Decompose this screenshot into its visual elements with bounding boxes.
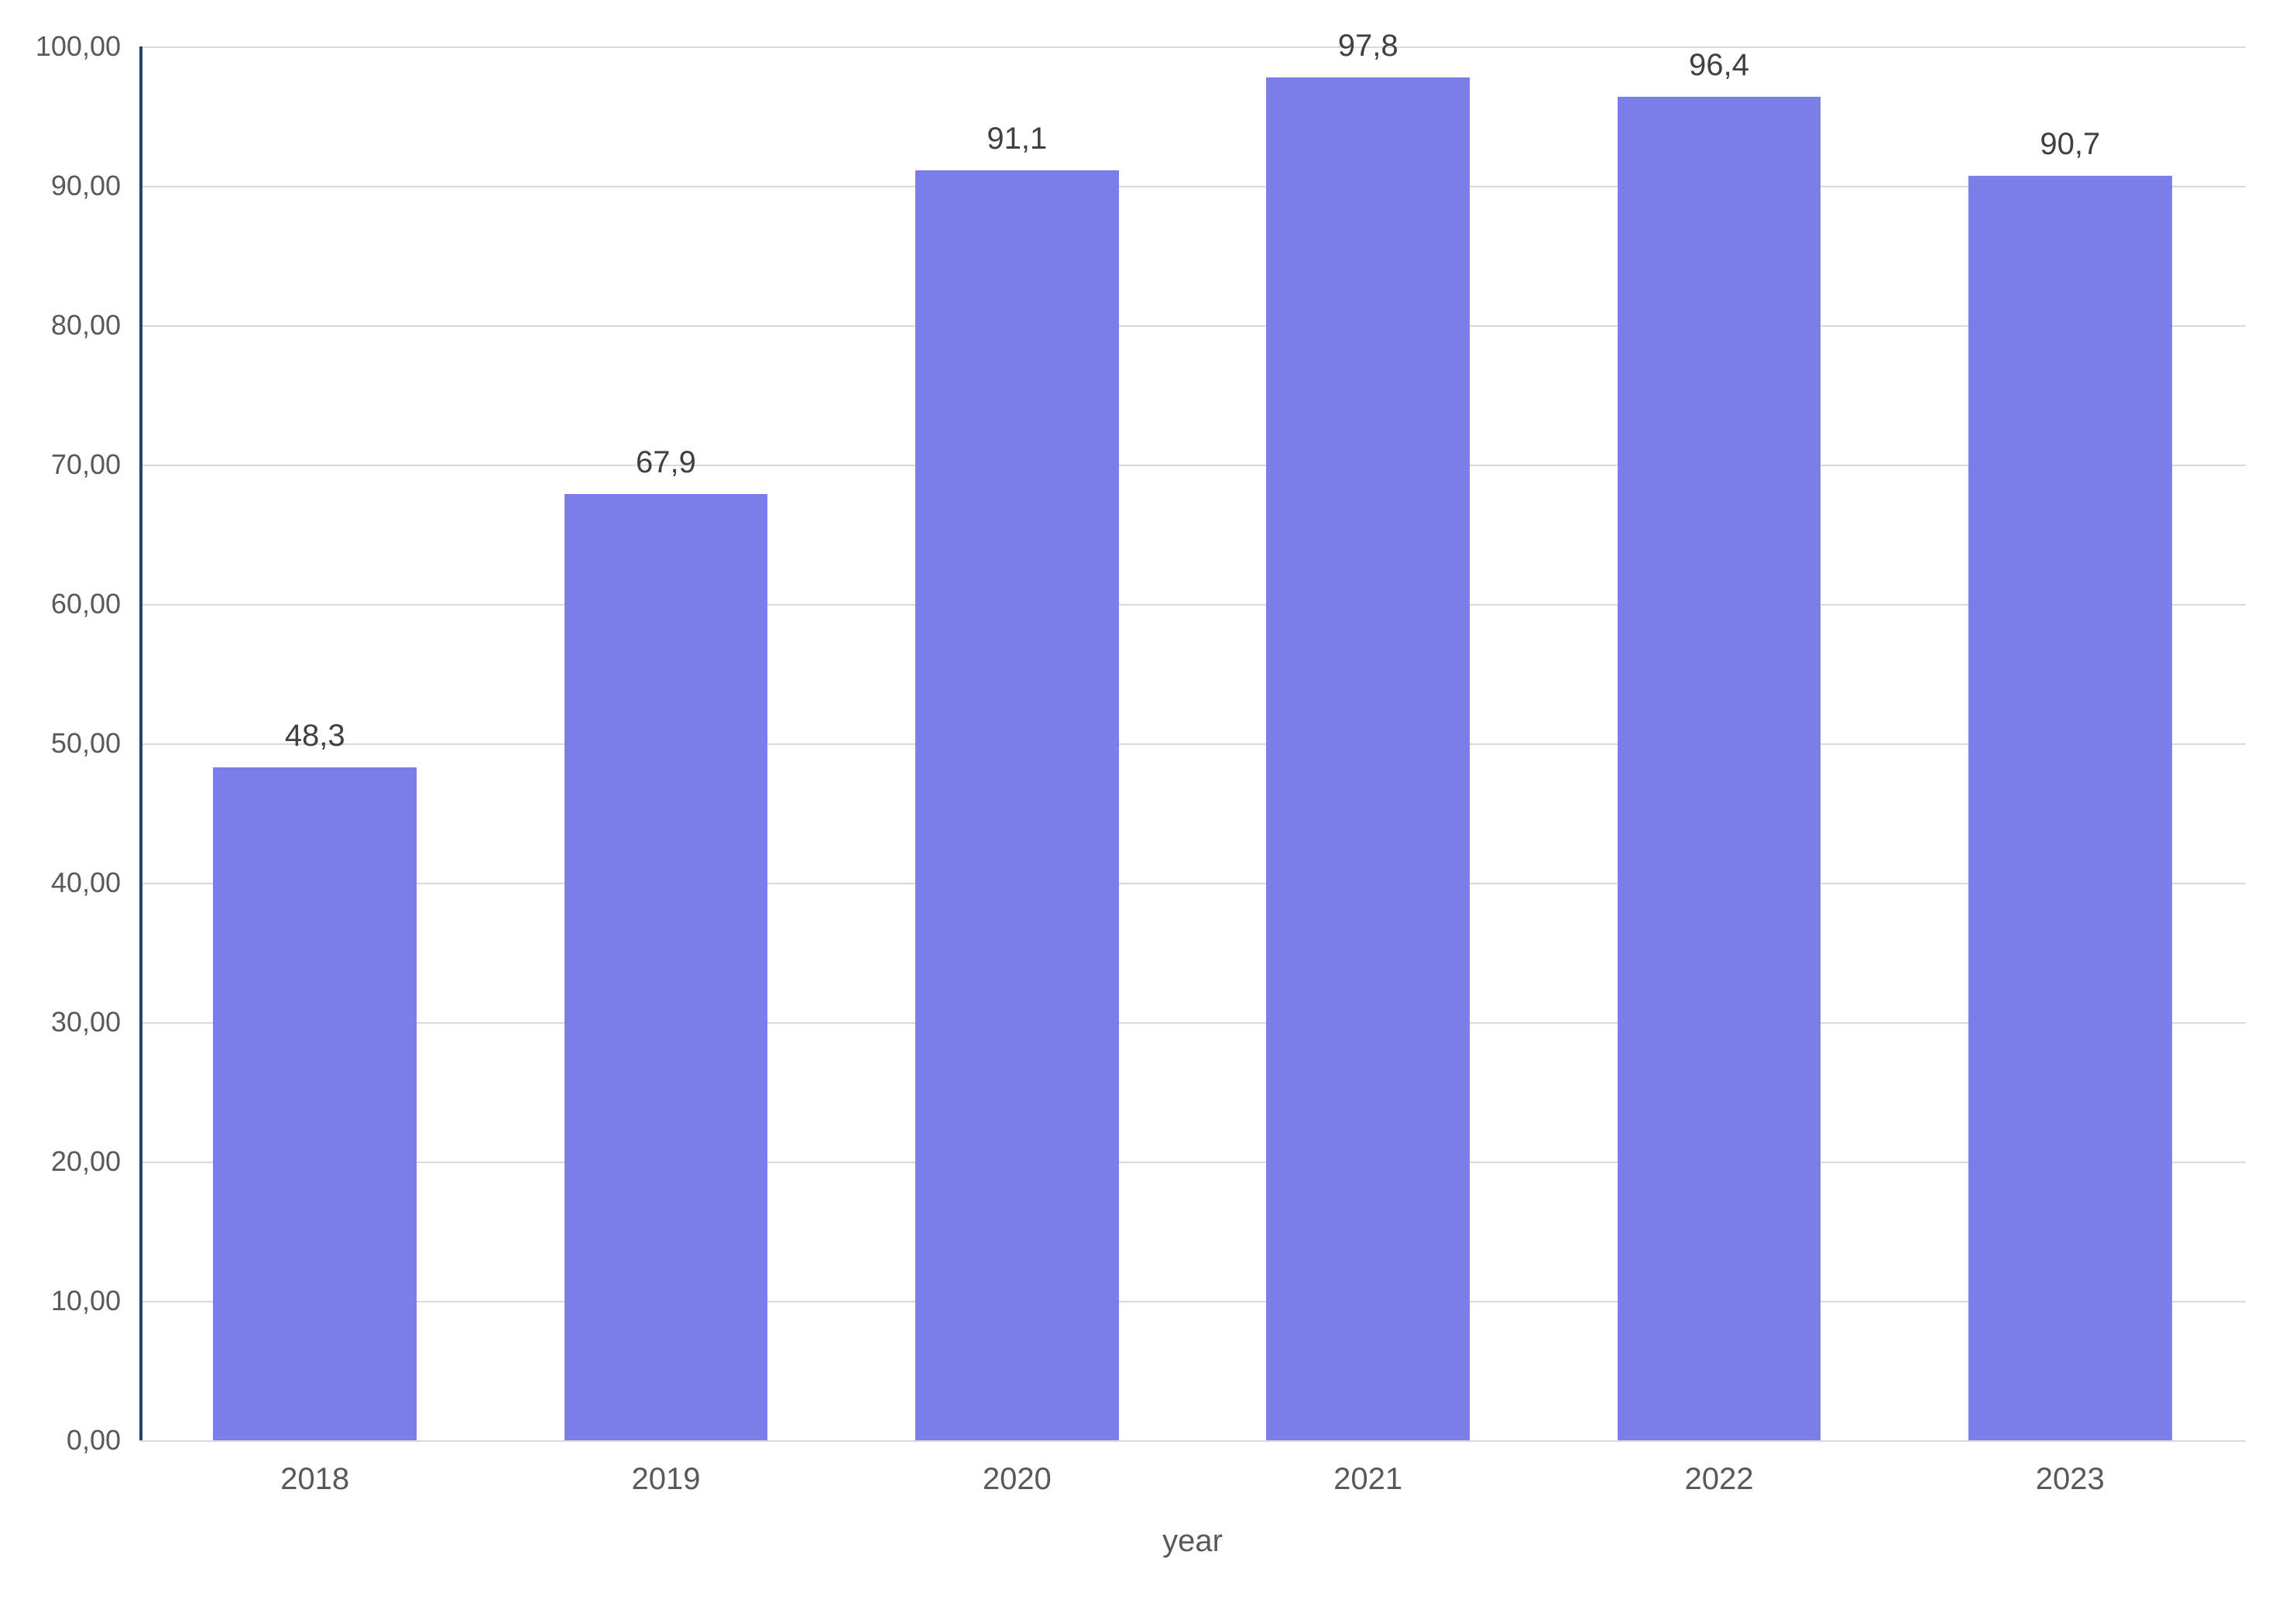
x-tick-label: 2018 xyxy=(280,1462,349,1497)
y-tick-label: 10,00 xyxy=(0,1285,121,1317)
y-tick-label: 60,00 xyxy=(0,588,121,620)
bar-slot: 91,12020 xyxy=(842,46,1193,1440)
x-tick-label: 2020 xyxy=(983,1462,1052,1497)
bar: 97,8 xyxy=(1266,77,1470,1440)
bar: 67,9 xyxy=(565,494,768,1440)
x-axis-title: year xyxy=(139,1524,2246,1559)
bar-value-label: 90,7 xyxy=(2040,127,2100,162)
bar-slot: 90,72023 xyxy=(1895,46,2246,1440)
bar-value-label: 48,3 xyxy=(285,719,345,753)
y-tick-label: 40,00 xyxy=(0,866,121,899)
bar-value-label: 97,8 xyxy=(1338,29,1399,63)
x-tick-label: 2023 xyxy=(2036,1462,2105,1497)
bar-chart: 48,3201867,9201991,1202097,8202196,42022… xyxy=(0,0,2296,1606)
x-axis-title-text: year xyxy=(1162,1524,1223,1558)
bar-slot: 48,32018 xyxy=(139,46,490,1440)
gridline xyxy=(139,1440,2246,1442)
bar-slot: 96,42022 xyxy=(1543,46,1894,1440)
bar-slot: 97,82021 xyxy=(1193,46,1543,1440)
x-tick-label: 2019 xyxy=(631,1462,700,1497)
bar: 91,1 xyxy=(915,170,1119,1440)
y-tick-label: 30,00 xyxy=(0,1006,121,1038)
y-tick-label: 20,00 xyxy=(0,1145,121,1178)
y-tick-label: 90,00 xyxy=(0,170,121,202)
bar-value-label: 67,9 xyxy=(636,445,696,480)
y-tick-label: 80,00 xyxy=(0,309,121,341)
bar: 48,3 xyxy=(213,767,417,1440)
bar-slot: 67,92019 xyxy=(490,46,841,1440)
bar-value-label: 91,1 xyxy=(987,122,1047,156)
plot-area: 48,3201867,9201991,1202097,8202196,42022… xyxy=(139,46,2246,1440)
bar: 96,4 xyxy=(1618,97,1821,1440)
bar-value-label: 96,4 xyxy=(1689,48,1749,83)
bars-row: 48,3201867,9201991,1202097,8202196,42022… xyxy=(139,46,2246,1440)
bar: 90,7 xyxy=(1968,176,2172,1440)
x-tick-label: 2021 xyxy=(1333,1462,1402,1497)
y-tick-label: 100,00 xyxy=(0,30,121,63)
y-tick-label: 50,00 xyxy=(0,727,121,760)
y-tick-label: 70,00 xyxy=(0,448,121,481)
x-tick-label: 2022 xyxy=(1684,1462,1753,1497)
y-tick-label: 0,00 xyxy=(0,1424,121,1457)
